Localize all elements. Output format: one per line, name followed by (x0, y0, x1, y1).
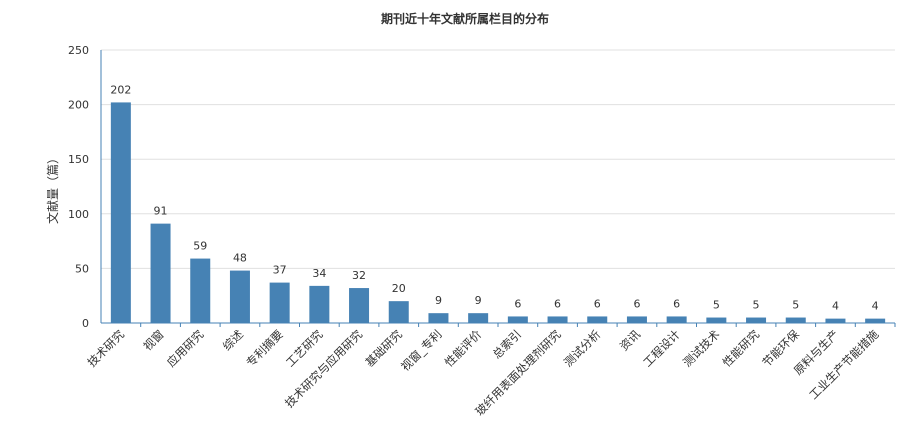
bar-6 (349, 288, 370, 323)
bar-value-label-6: 32 (352, 269, 366, 282)
x-tick-label-12: 测试分析 (561, 327, 603, 369)
bar-value-label-14: 6 (673, 297, 680, 310)
bar-18 (825, 318, 846, 323)
x-tick-label-1: 视窗 (141, 327, 167, 353)
bar-value-label-12: 6 (594, 297, 601, 310)
bar-14 (666, 316, 687, 323)
x-tick-label-4: 专利摘要 (243, 327, 285, 369)
bar-19 (865, 318, 886, 323)
bar-value-label-9: 9 (475, 294, 482, 307)
x-tick-label-8: 视窗_专利 (398, 327, 444, 373)
bar-value-label-8: 9 (435, 294, 442, 307)
bar-value-label-17: 5 (792, 299, 799, 312)
x-tick-label-15: 测试技术 (680, 327, 723, 370)
bars (110, 102, 886, 323)
bar-value-label-18: 4 (832, 300, 839, 313)
chart-title: 期刊近十年文献所属栏目的分布 (381, 11, 549, 26)
data-labels: 202 91 59 48 37 34 32 20 9 9 6 6 6 6 6 5 5 5 4 4 (110, 83, 878, 312)
x-tick-label-10: 总索引 (490, 327, 524, 361)
bar-13 (626, 316, 647, 323)
y-tick-label-2: 100 (68, 208, 89, 221)
bar-value-label-3: 48 (233, 252, 247, 265)
x-tick-label-9: 性能评价 (442, 327, 485, 370)
x-tick-label-0: 技术研究 (85, 327, 128, 370)
bar-1 (150, 223, 171, 323)
x-tick-label-6: 技术研究与应用研究 (282, 327, 365, 410)
bar-value-label-10: 6 (514, 297, 521, 310)
y-axis-label: 文献量（篇） (45, 152, 60, 224)
bar-value-label-4: 37 (273, 264, 287, 277)
bar-9 (468, 313, 489, 323)
bar-3 (229, 270, 250, 323)
x-tick-label-2: 应用研究 (164, 327, 207, 370)
bar-16 (746, 317, 767, 323)
bar-value-label-11: 6 (554, 297, 561, 310)
y-tick-label-3: 150 (68, 153, 89, 166)
bar-17 (785, 317, 806, 323)
bar-11 (547, 316, 568, 323)
y-tick-label-0: 0 (82, 317, 89, 330)
x-tick-label-3: 综述 (220, 327, 247, 354)
bar-2 (190, 258, 211, 323)
bar-value-label-19: 4 (872, 300, 879, 313)
bar-10 (507, 316, 528, 323)
bar-value-label-2: 59 (193, 240, 207, 253)
bar-5 (309, 285, 330, 323)
bar-12 (587, 316, 608, 323)
bar-value-label-13: 6 (633, 297, 640, 310)
gridlines (101, 49, 895, 269)
bar-value-label-0: 202 (110, 83, 131, 96)
bar-value-label-16: 5 (753, 299, 760, 312)
y-tick-label-4: 200 (68, 99, 89, 112)
bar-7 (388, 301, 409, 323)
x-tick-label-13: 资讯 (617, 327, 644, 354)
bar-8 (428, 313, 449, 323)
x-tick-label-14: 工程设计 (640, 327, 683, 370)
y-tick-label-1: 50 (75, 262, 89, 275)
bar-0 (110, 102, 131, 323)
x-tick-label-19: 工业生产节能措施 (806, 327, 881, 402)
bar-value-label-15: 5 (713, 299, 720, 312)
x-tick-label-16: 性能研究 (720, 327, 763, 370)
bar-value-label-7: 20 (392, 282, 406, 295)
bar-15 (706, 317, 727, 323)
bar-4 (269, 282, 290, 323)
bar-value-label-1: 91 (154, 205, 168, 218)
y-tick-label-5: 250 (68, 44, 89, 57)
bar-value-label-5: 34 (312, 267, 326, 280)
y-axis-ticks: 0 50 100 150 200 250 (68, 44, 89, 330)
